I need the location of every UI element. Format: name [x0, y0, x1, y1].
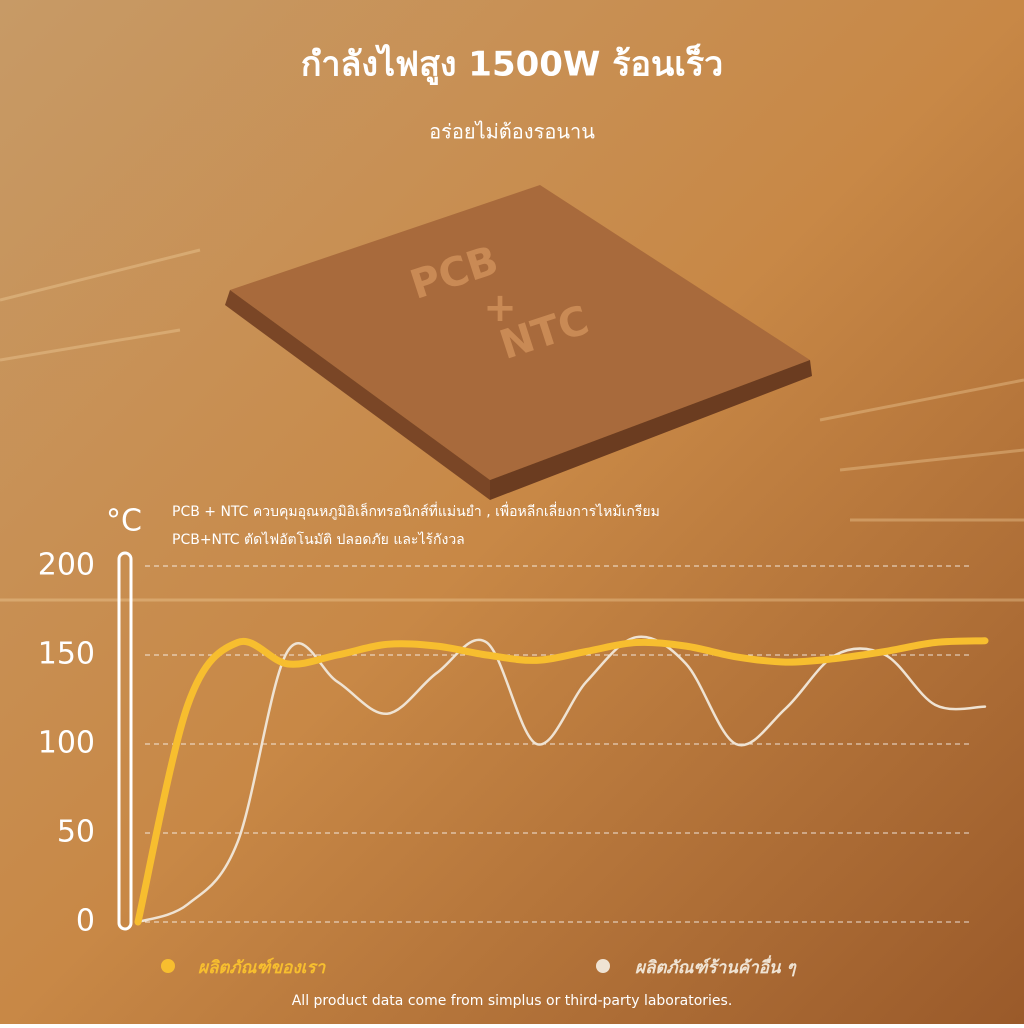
chip-side: [490, 360, 812, 500]
legend-label: ผลิตภัณฑ์ร้านค้าอื่น ๆ: [635, 955, 797, 978]
y-unit: °C: [106, 504, 142, 539]
y-axis: [117, 551, 133, 931]
legend-label: ผลิตภัณฑ์ของเรา: [198, 957, 327, 978]
annotation: PCB+NTC ตัดไฟอัตโนมัติ ปลอดภัย และไร้กัง…: [172, 531, 465, 548]
chip: [230, 185, 810, 480]
chip-side: [225, 290, 490, 500]
subtitle: อร่อยไม่ต้องรอนาน: [429, 120, 595, 144]
chip-text: +: [483, 285, 517, 331]
circuit-traces: [0, 248, 1024, 602]
annotation: PCB + NTC ควบคุมอุณหภูมิอิเล็กทรอนิกส์ที…: [172, 502, 660, 520]
y-tick-label: 0: [76, 904, 95, 939]
legend-marker: [596, 959, 610, 973]
chip-label: PCB + NTC: [405, 237, 594, 368]
footnote: All product data come from simplus or th…: [292, 993, 733, 1009]
y-tick-label: 150: [38, 637, 95, 672]
legend-marker: [161, 959, 175, 973]
line: [134, 637, 989, 926]
y-tick-label: 50: [57, 815, 95, 850]
y-tick-label: 200: [38, 548, 95, 583]
title: กำลังไฟสูง 1500W ร้อนเร็ว: [301, 43, 723, 86]
y-tick-label: 100: [38, 726, 95, 761]
